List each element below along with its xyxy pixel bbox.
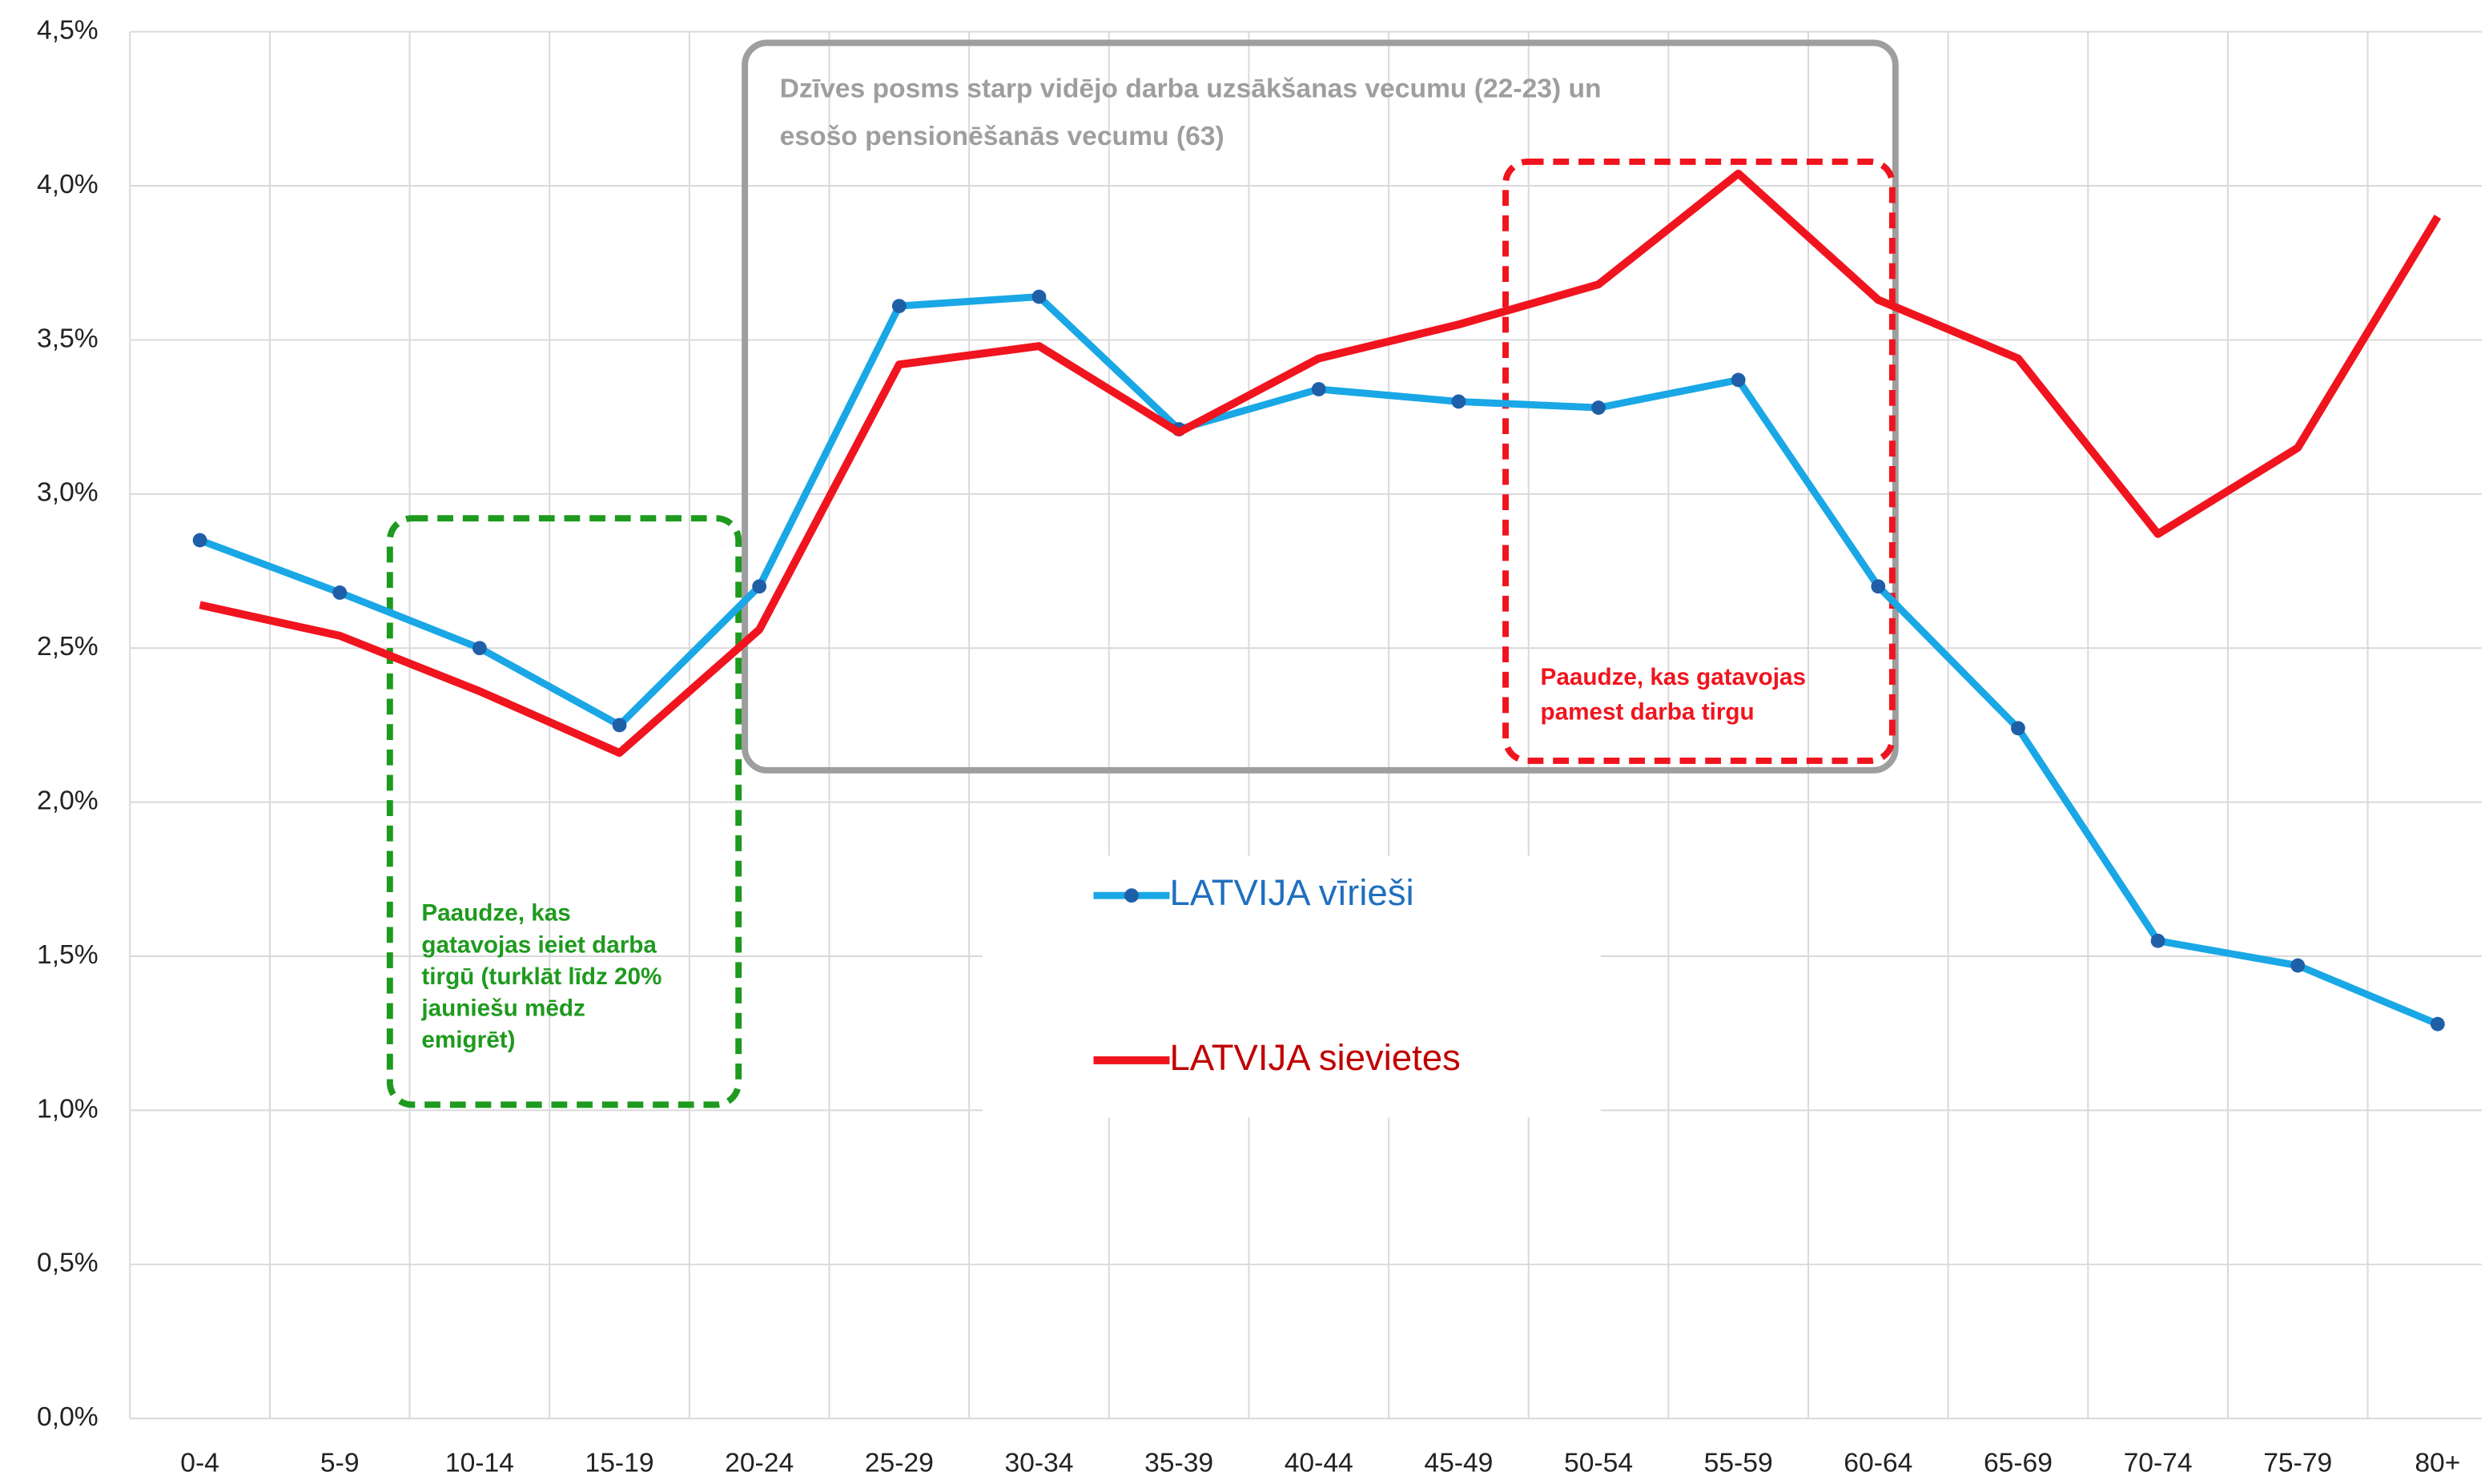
annotation-box [386,515,742,1108]
point [1871,579,1886,594]
y-tick-label: 1,5% [37,940,99,970]
x-tick-label: 20-24 [725,1448,794,1478]
point [2430,1016,2445,1032]
x-tick-label: 40-44 [1285,1448,1353,1478]
point [332,585,348,600]
x-tick-label: 80+ [2415,1448,2460,1478]
series-line [199,169,2442,758]
legend-box [982,855,1601,1118]
point [1311,382,1326,396]
point [752,579,767,594]
annotation-text: tirgū (turklāt līdz 20% [421,963,661,990]
annotation-text: jauniešu mēdz [420,995,585,1021]
y-tick-label: 4,5% [37,16,99,46]
y-tick-label: 4,0% [37,170,99,199]
x-tick-label: 45-49 [1424,1448,1493,1478]
annotation-text: Paaudze, kas gatavojas [1541,664,1807,690]
x-tick-label: 0-4 [180,1448,219,1478]
annotation-text: Dzīves posms starp vidējo darba uzsākšan… [780,74,1602,104]
y-tick-label: 1,0% [37,1094,99,1124]
x-tick-label: 35-39 [1144,1448,1213,1478]
x-tick-label: 75-79 [2263,1448,2332,1478]
point [2150,933,2165,948]
x-tick-label: 15-19 [585,1448,654,1478]
x-tick-label: 70-74 [2124,1448,2193,1478]
annotation-text: Paaudze, kas [421,900,570,927]
point [472,641,487,656]
x-tick-label: 10-14 [445,1448,514,1478]
point [612,718,627,733]
x-tick-label: 25-29 [865,1448,934,1478]
legend-label: LATVIJA vīrieši [1169,872,1413,913]
x-tick-label: 50-54 [1564,1448,1633,1478]
y-tick-label: 0,5% [37,1249,99,1278]
x-tick-label: 5-9 [320,1448,360,1478]
point [192,533,207,548]
annotation-text: emigrēt) [421,1027,515,1053]
y-tick-label: 2,0% [37,786,99,816]
y-tick-label: 0,0% [37,1402,99,1432]
annotation-box [742,39,1899,774]
legend-marker [1124,888,1139,903]
y-tick-label: 3,5% [37,324,99,353]
y-tick-label: 2,5% [37,632,99,662]
x-tick-label: 60-64 [1844,1448,1912,1478]
point [891,299,907,314]
y-tick-label: 3,0% [37,478,99,508]
x-tick-label: 30-34 [1004,1448,1073,1478]
point [1451,394,1466,409]
x-tick-label: 65-69 [1984,1448,2053,1478]
x-tick-label: 55-59 [1704,1448,1773,1478]
point [2011,721,2025,736]
point [1591,400,1606,415]
point [1031,289,1047,304]
annotation-text: gatavojas ieiet darba [421,931,657,958]
legend-label: LATVIJA sievietes [1169,1037,1460,1078]
point [2290,958,2306,973]
annotation-text: esošo pensionēšanās vecumu (63) [780,122,1224,151]
annotation-text: pamest darba tirgu [1541,698,1755,725]
point [1731,372,1746,388]
